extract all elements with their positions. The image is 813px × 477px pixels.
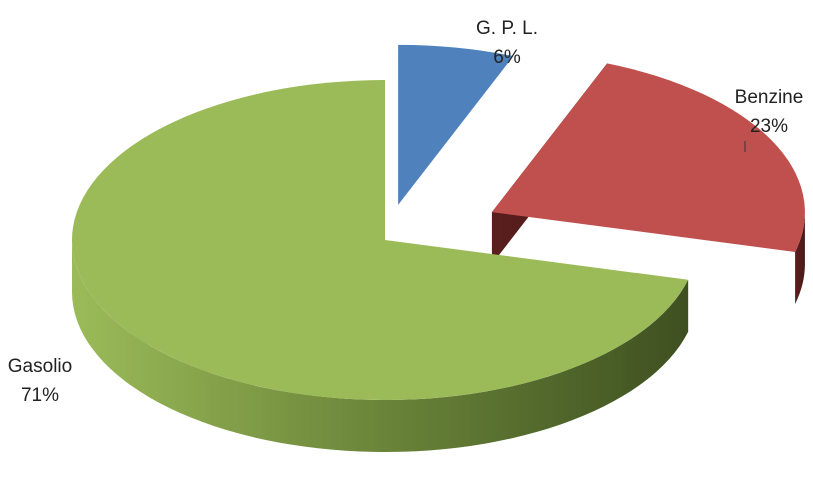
slices-layer (71, 44, 805, 453)
gpl-percent-label: 6% (493, 47, 521, 68)
gpl-slice (398, 44, 514, 205)
benzine-slice (491, 63, 805, 252)
benzine-slice-side (795, 212, 805, 304)
labels-layer: G. P. L. 6% Benzine 23% Gasolio 71% (8, 18, 804, 406)
benzine-percent-label: 23% (750, 116, 788, 137)
benzine-label: Benzine (735, 87, 804, 108)
gasolio-slice-side (71, 240, 689, 453)
gpl-label: G. P. L. (476, 18, 538, 39)
gasolio-slice (72, 80, 689, 400)
gasolio-label: Gasolio (8, 356, 72, 377)
gasolio-percent-label: 71% (21, 385, 59, 406)
